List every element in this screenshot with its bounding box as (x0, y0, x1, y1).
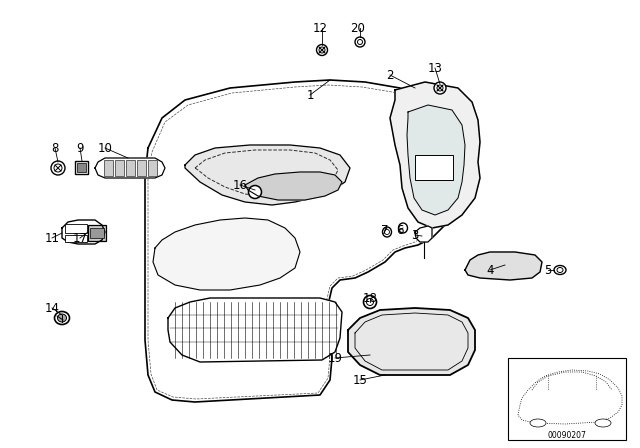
Text: 10: 10 (97, 142, 113, 155)
Text: 18: 18 (363, 292, 378, 305)
Ellipse shape (367, 298, 374, 306)
Text: 11: 11 (45, 232, 60, 245)
Bar (126, 160, 135, 176)
Bar (148, 160, 157, 176)
Ellipse shape (317, 44, 328, 56)
Ellipse shape (58, 314, 67, 322)
Bar (115, 160, 124, 176)
Polygon shape (62, 220, 105, 244)
Bar (75, 161, 88, 174)
Polygon shape (348, 308, 475, 375)
Ellipse shape (364, 296, 376, 309)
Ellipse shape (554, 266, 566, 275)
Polygon shape (390, 82, 480, 228)
Text: 9: 9 (76, 142, 84, 155)
Ellipse shape (557, 267, 563, 272)
Bar (415, 155, 453, 180)
Text: 00090207: 00090207 (548, 431, 586, 439)
Polygon shape (407, 105, 465, 215)
Polygon shape (168, 298, 342, 362)
Polygon shape (415, 226, 432, 242)
Polygon shape (185, 145, 350, 205)
Ellipse shape (530, 419, 546, 427)
Polygon shape (245, 172, 342, 200)
Ellipse shape (383, 227, 392, 237)
Text: 8: 8 (51, 142, 59, 155)
Text: 5: 5 (544, 263, 552, 276)
Polygon shape (145, 80, 452, 402)
Ellipse shape (358, 39, 362, 44)
Text: 2: 2 (387, 69, 394, 82)
Ellipse shape (399, 223, 408, 233)
Ellipse shape (595, 419, 611, 427)
Bar (137, 160, 146, 176)
Text: 4: 4 (486, 263, 493, 276)
Ellipse shape (434, 82, 446, 94)
Bar (88, 225, 106, 241)
Text: 13: 13 (428, 61, 442, 74)
Ellipse shape (385, 229, 390, 234)
Text: 3: 3 (412, 228, 419, 241)
Bar (77, 163, 86, 172)
Polygon shape (465, 252, 542, 280)
Bar (508, 358, 626, 440)
Ellipse shape (54, 311, 70, 324)
Text: 20: 20 (351, 22, 365, 34)
Ellipse shape (51, 161, 65, 175)
Text: 19: 19 (328, 352, 342, 365)
Ellipse shape (319, 47, 325, 53)
Bar (90, 228, 104, 238)
Ellipse shape (437, 85, 443, 91)
Text: 17: 17 (72, 232, 88, 245)
Text: 7: 7 (381, 224, 388, 237)
Bar (65, 235, 87, 242)
Polygon shape (153, 218, 300, 290)
Ellipse shape (248, 185, 262, 198)
Ellipse shape (355, 37, 365, 47)
Text: 15: 15 (353, 374, 367, 387)
Text: 6: 6 (396, 224, 404, 237)
Bar (104, 160, 113, 176)
Polygon shape (95, 158, 165, 178)
Text: 14: 14 (45, 302, 60, 314)
Bar (65, 224, 87, 233)
Text: 12: 12 (312, 22, 328, 34)
Text: 16: 16 (232, 178, 248, 191)
Ellipse shape (54, 164, 62, 172)
Text: 1: 1 (307, 89, 314, 102)
